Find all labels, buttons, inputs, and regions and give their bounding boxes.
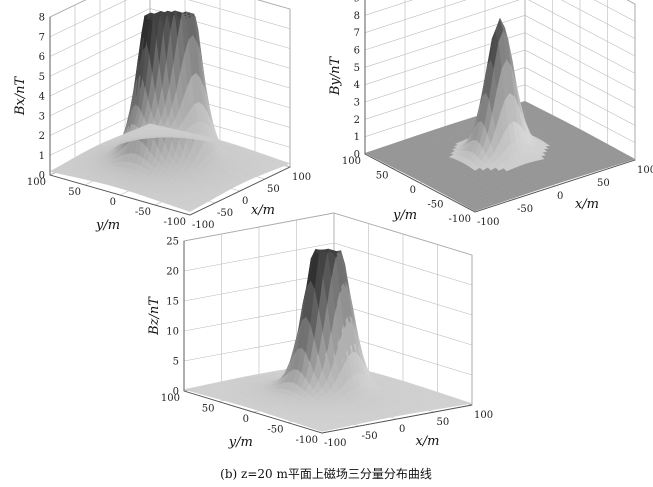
z-tick-label: 7 — [39, 32, 45, 43]
z-tick-label: 8 — [39, 13, 45, 24]
x-axis-label: x/m — [251, 203, 275, 218]
z-tick-label: 5 — [354, 63, 360, 74]
y-tick-label: 0 — [243, 414, 249, 425]
base-edges — [49, 166, 291, 216]
chart-Bz: 0 5 10 15 20 25 -100 -50 0 50 100 -100 -50 0 50 100 Bz/n… — [147, 212, 493, 450]
x-tick-label: 50 — [597, 178, 610, 189]
x-tick-label: -50 — [362, 431, 378, 442]
z-axis-label: By/nT — [328, 56, 343, 97]
y-tick-label: 100 — [161, 393, 180, 404]
z-tick-label: 6 — [354, 46, 360, 57]
z-tick-label: 2 — [354, 115, 360, 126]
z-tick-label: 6 — [39, 52, 45, 63]
x-axis-label: x/m — [575, 197, 599, 212]
z-tick-label: 15 — [166, 297, 179, 308]
y-tick-label: -100 — [449, 214, 471, 225]
grid-z — [364, 0, 636, 57]
z-tick-label: 7 — [354, 28, 360, 39]
x-tick-label: -100 — [477, 217, 499, 228]
y-tick-label: 100 — [27, 177, 46, 188]
x-tick-label: 50 — [267, 184, 280, 195]
y-axis-label: y/m — [228, 435, 253, 450]
z-tick-label: 0 — [173, 387, 179, 398]
y-tick-label: -50 — [427, 200, 443, 211]
z-tick-label: 25 — [166, 237, 179, 248]
z-tick-label: 8 — [354, 11, 360, 22]
z-tick-label: 20 — [166, 267, 179, 278]
z-tick-label: 3 — [39, 111, 45, 122]
z-tick-label: 9 — [354, 0, 360, 5]
surface — [364, 17, 636, 212]
x-tick-label: 0 — [557, 191, 563, 202]
x-tick-label: -100 — [324, 438, 346, 449]
z-tick-label: 2 — [39, 131, 45, 142]
y-tick-label: -100 — [164, 217, 186, 228]
y-tick-label: 50 — [376, 171, 389, 182]
z-axis-label: Bz/nT — [147, 296, 162, 336]
base-edges — [183, 390, 473, 434]
z-tick-label: 1 — [354, 132, 360, 143]
surface — [183, 248, 473, 432]
surface — [49, 10, 291, 212]
chart-By: 0 1 2 3 4 5 6 7 8 9 -100 -50 0 50 100 -100 -50 0 50 100 By/n… — [328, 0, 653, 228]
figure-caption: (b) z=20 m平面上磁场三分量分布曲线 — [220, 466, 432, 481]
x-tick-label: 0 — [399, 424, 405, 435]
x-tick-label: -50 — [217, 208, 233, 219]
y-tick-label: -100 — [296, 435, 318, 446]
x-tick-label: -50 — [517, 204, 533, 215]
y-tick-label: 50 — [68, 187, 81, 198]
grid-z — [49, 0, 291, 18]
x-tick-label: 100 — [637, 165, 653, 176]
z-axis-label: Bx/nT — [13, 76, 28, 117]
base-edges — [364, 153, 636, 213]
z-tick-label: 5 — [173, 357, 179, 368]
x-tick-label: 0 — [242, 196, 248, 207]
grid-z — [49, 0, 291, 38]
x-tick-label: -100 — [192, 220, 214, 231]
y-tick-label: 0 — [410, 185, 416, 196]
z-tick-label: 0 — [39, 171, 45, 182]
y-tick-label: 50 — [202, 404, 215, 415]
x-tick-label: 50 — [437, 417, 450, 428]
chart-Bx: 012345678-100-50050100-100-50050100Bx/nT… — [13, 0, 311, 233]
z-tick-label: 4 — [39, 92, 45, 103]
grid-z — [364, 0, 636, 22]
x-tick-label: 100 — [474, 410, 493, 421]
y-axis-label: y/m — [392, 208, 417, 223]
y-tick-label: 100 — [342, 156, 361, 167]
grid-z — [364, 0, 636, 39]
x-axis-label: x/m — [415, 434, 439, 449]
y-tick-label: 0 — [110, 197, 116, 208]
z-tick-label: 5 — [39, 72, 45, 83]
z-tick-label: 3 — [354, 98, 360, 109]
z-tick-label: 0 — [354, 150, 360, 161]
y-tick-label: -50 — [135, 207, 151, 218]
z-tick-label: 4 — [354, 80, 360, 91]
z-tick-label: 1 — [39, 151, 45, 162]
y-axis-label: y/m — [95, 218, 120, 233]
y-tick-label: -50 — [267, 425, 283, 436]
x-tick-label: 100 — [292, 172, 311, 183]
z-tick-label: 10 — [166, 327, 179, 338]
